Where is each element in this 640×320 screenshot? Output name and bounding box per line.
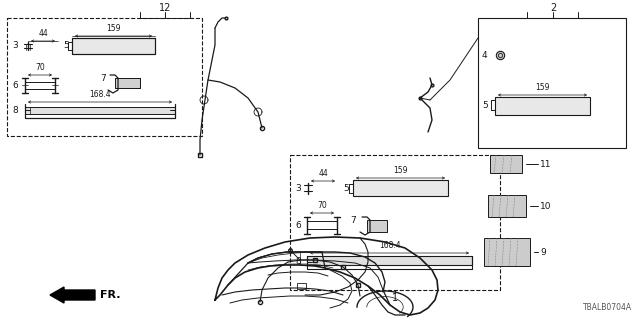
Text: 2: 2 <box>550 3 556 13</box>
Text: 70: 70 <box>317 201 327 210</box>
Text: 70: 70 <box>35 63 45 72</box>
Text: 10: 10 <box>540 202 552 211</box>
Text: 3: 3 <box>295 183 301 193</box>
Text: 6: 6 <box>295 220 301 229</box>
Bar <box>484 238 530 266</box>
Text: 7: 7 <box>350 215 356 225</box>
Bar <box>7 18 202 136</box>
Text: TBALB0704A: TBALB0704A <box>583 303 632 312</box>
Bar <box>495 97 590 115</box>
Text: 8: 8 <box>12 106 18 115</box>
Bar <box>115 78 140 88</box>
Text: FR.: FR. <box>100 290 120 300</box>
Text: 5: 5 <box>343 183 349 193</box>
Bar <box>307 256 472 265</box>
Text: 1: 1 <box>392 293 398 303</box>
Bar <box>290 155 500 290</box>
Text: 44: 44 <box>38 29 48 38</box>
Text: 159: 159 <box>393 166 407 175</box>
Bar <box>490 155 522 173</box>
Text: 8: 8 <box>295 258 301 267</box>
Bar <box>353 180 448 196</box>
Text: 159: 159 <box>535 83 549 92</box>
Text: 159: 159 <box>106 24 120 33</box>
FancyArrow shape <box>50 287 95 303</box>
Text: 168.4: 168.4 <box>379 241 401 250</box>
Text: 5: 5 <box>63 41 68 50</box>
Text: 5: 5 <box>482 100 488 109</box>
Bar <box>25 107 175 114</box>
Bar <box>72 38 155 54</box>
Bar <box>297 283 306 289</box>
Text: 3: 3 <box>12 41 18 50</box>
Text: 12: 12 <box>159 3 171 13</box>
Text: 11: 11 <box>540 159 552 169</box>
Text: 9: 9 <box>540 247 546 257</box>
Text: 7: 7 <box>100 74 106 83</box>
Text: 4: 4 <box>482 51 488 60</box>
Text: 44: 44 <box>318 169 328 178</box>
Bar <box>478 18 626 148</box>
Text: 6: 6 <box>12 81 18 90</box>
Bar <box>367 220 387 232</box>
Text: 168.4: 168.4 <box>89 90 111 99</box>
Bar <box>488 195 526 217</box>
